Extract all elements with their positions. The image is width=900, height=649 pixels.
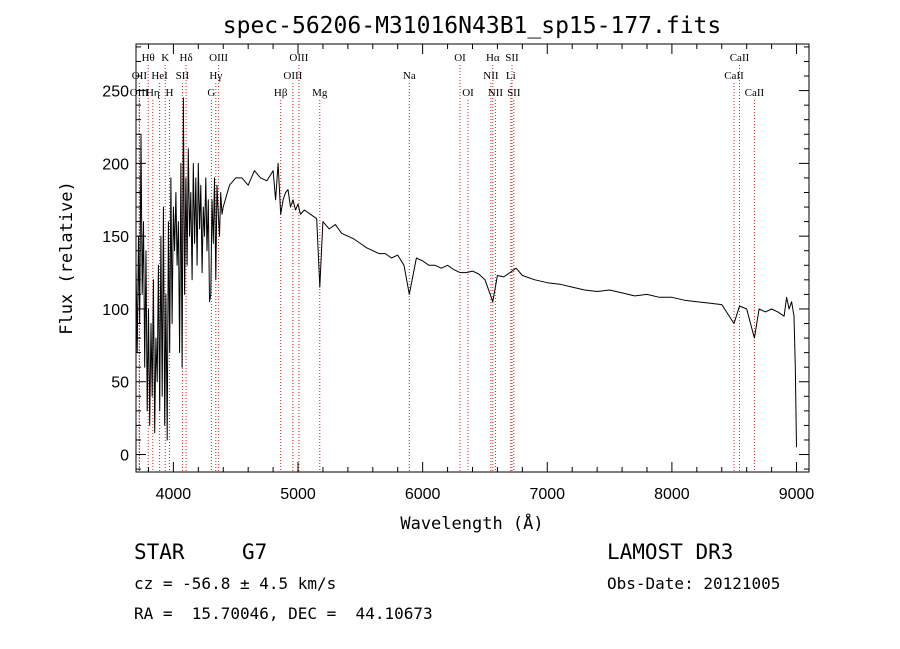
line-label-19: Hα	[486, 52, 500, 64]
line-label-8: Hδ	[180, 52, 193, 64]
y-tick-label: 250	[102, 84, 129, 101]
radial-velocity: cz = -56.8 ± 4.5 km/s	[134, 574, 337, 593]
x-tick-label: 9000	[779, 486, 815, 503]
line-label-13: OIII	[289, 52, 308, 64]
y-axis-label: Flux (relative)	[57, 181, 77, 335]
line-label-3: Hη	[146, 87, 160, 99]
y-tick-label: 100	[102, 302, 129, 319]
y-tick-label: 0	[120, 448, 129, 465]
line-label-22: SII	[505, 52, 519, 64]
line-label-0: Hθ	[142, 52, 155, 64]
y-tick-label: 50	[111, 375, 129, 392]
object-subclass: G7	[242, 540, 268, 564]
x-tick-label: 6000	[405, 486, 441, 503]
line-label-23: Li	[506, 70, 516, 82]
object-class: STAR	[134, 540, 185, 564]
x-axis-label: Wavelength (Å)	[400, 512, 543, 534]
plot-frame	[135, 43, 810, 473]
line-label-16: Na	[403, 70, 416, 82]
spectrum-layer	[135, 97, 797, 448]
x-tick-label: 4000	[156, 486, 192, 503]
y-tick-label: 150	[102, 229, 129, 246]
line-label-21: NII	[488, 87, 504, 99]
line-label-15: Mg	[312, 87, 328, 99]
spectral-line-markers	[138, 65, 755, 472]
chart-title: spec-56206-M31016N43B1_sp15-177.fits	[223, 13, 722, 39]
line-label-14: OIII	[283, 70, 302, 82]
line-label-25: CaII	[730, 52, 750, 64]
sky-coordinates: RA = 15.70046, DEC = 44.10673	[134, 604, 433, 623]
line-label-6: H	[166, 87, 174, 99]
line-label-18: OI	[462, 87, 474, 99]
line-label-12: Hβ	[274, 87, 288, 99]
x-axis-ticks: 4000 5000 6000 7000 8000 9000	[147, 44, 815, 503]
line-label-2: OIII	[130, 87, 149, 99]
x-tick-label: 7000	[529, 486, 565, 503]
y-axis-ticks: 0 50 100 150 200 250	[102, 46, 809, 470]
line-label-26: CaII	[724, 70, 744, 82]
line-label-24: SII	[507, 87, 521, 99]
x-tick-label: 5000	[280, 486, 316, 503]
line-label-17: OI	[454, 52, 466, 64]
y-tick-label: 200	[102, 156, 129, 173]
line-label-5: K	[161, 52, 169, 64]
line-label-7: SII	[176, 70, 190, 82]
line-label-27: CaII	[745, 87, 765, 99]
line-label-10: Hγ	[209, 70, 222, 82]
line-label-4: HeI	[151, 70, 168, 82]
survey-name: LAMOST DR3	[607, 540, 734, 564]
x-tick-label: 8000	[654, 486, 690, 503]
line-label-9: OIII	[209, 52, 228, 64]
line-label-20: NII	[483, 70, 499, 82]
observation-date: Obs-Date: 20121005	[607, 574, 781, 593]
line-label-11: G	[207, 87, 215, 99]
spectrum-series-line	[135, 97, 797, 448]
